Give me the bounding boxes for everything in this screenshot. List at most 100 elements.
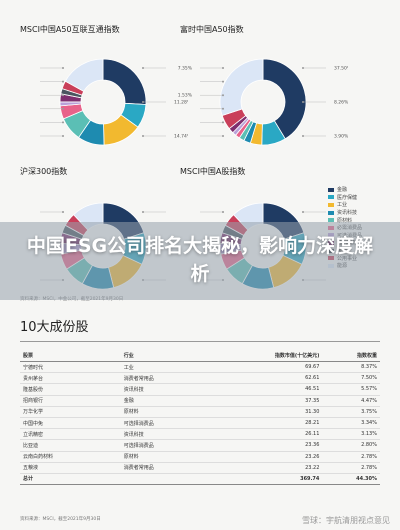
legend-label: 工业: [337, 202, 348, 209]
data-label: 27.35%: [178, 66, 193, 72]
pie-slice: [64, 58, 104, 92]
table-section-title: 10大成份股: [20, 320, 89, 335]
data-label: 37.50%: [334, 66, 348, 72]
leader-dot: [142, 135, 144, 137]
legend-label: 医疗保健: [337, 194, 358, 201]
legend-item: 资讯科技: [328, 209, 362, 217]
donut-chart: 11.28% 14.74%: [40, 58, 188, 146]
cell-sector: 工业: [120, 361, 265, 374]
cell-sector: 资讯科技: [120, 383, 265, 396]
total-cell: [120, 473, 265, 486]
cell-weight: 3.75%: [322, 406, 380, 418]
constituents-table: 股票 行业 指数市值(十亿美元) 指数权重 宁德时代 工业 69.67 8.37% 贵州…: [20, 350, 380, 486]
pie-slice: [262, 58, 307, 140]
header-weight: 指数权重: [322, 350, 380, 362]
cell-weight: 2.78%: [322, 451, 380, 463]
chart-title: 富时中国A50指数: [180, 25, 244, 34]
cell-stock: 比亚迪: [20, 439, 121, 452]
leader-dot: [302, 67, 304, 69]
chart-title: MSCI中国A股指数: [180, 167, 246, 176]
cell-market-cap: 23.22: [264, 462, 323, 474]
header-sector: 行业: [120, 350, 265, 362]
cell-stock: 宁德时代: [20, 361, 121, 374]
chart-title: 沪深300指数: [20, 167, 68, 176]
legend-label: 资讯科技: [337, 210, 358, 217]
leader-dot: [302, 135, 304, 137]
cell-market-cap: 28.21: [264, 417, 323, 430]
chart-panel-0: MSCI中国A50互联互通指数 11.28% 14.74%: [18, 14, 188, 164]
cell-market-cap: 37.35: [264, 395, 323, 407]
leader-dot: [222, 94, 224, 97]
cell-stock: 招商银行: [20, 395, 121, 407]
cell-weight: 2.80%: [322, 439, 380, 452]
leader-dot: [62, 211, 64, 213]
cell-market-cap: 62.61: [264, 372, 323, 385]
total-cell: 44.30%: [322, 473, 380, 486]
leader-dot: [222, 211, 224, 213]
table-row: 宁德时代 工业 69.67 8.37%: [20, 361, 380, 374]
donut-chart: 27.35% 1.53% 37.50% 8.26% 3.90%: [178, 58, 348, 146]
cell-sector: 资讯科技: [120, 428, 265, 441]
cell-stock: 万华化学: [20, 406, 121, 418]
leader-dot: [62, 107, 64, 110]
cell-stock: 立讯精密: [20, 428, 121, 441]
total-cell: 总计: [20, 473, 121, 486]
leader-dot: [222, 80, 224, 83]
table-row: 招商银行 金融 37.35 4.47%: [20, 395, 380, 407]
cell-stock: 中国中免: [20, 417, 121, 430]
leader-dot: [302, 211, 304, 213]
cell-stock: 云南白药材料: [20, 451, 121, 463]
cell-market-cap: 69.67: [264, 361, 323, 374]
leader-dot: [222, 121, 224, 124]
pie-slice: [219, 58, 264, 117]
table-row: 五粮液 消费者常用品 23.22 2.78%: [20, 462, 380, 474]
leader-dot: [62, 80, 64, 83]
cell-market-cap: 46.51: [264, 383, 323, 396]
source-note-bottom: 资料来源：MSCI，截至2021年9月30日: [20, 517, 101, 522]
cell-sector: 可选择消费品: [120, 417, 265, 430]
leader-dot: [222, 135, 224, 137]
table-row: 中国中免 可选择消费品 28.21 3.34%: [20, 417, 380, 430]
legend-swatch: [328, 218, 334, 223]
leader-dot: [62, 135, 64, 137]
legend-label: 金融: [337, 187, 348, 194]
legend-item: 医疗保健: [328, 194, 362, 202]
legend-item: 工业: [328, 201, 362, 209]
leader-dot: [222, 107, 224, 110]
pie-slice: [102, 58, 147, 105]
divider: [20, 341, 380, 342]
leader-dot: [62, 94, 64, 97]
cell-sector: 消费者常用品: [120, 372, 265, 385]
title-banner: [0, 222, 400, 300]
data-label: 14.74%: [174, 134, 188, 140]
cell-stock: 贵州茅台: [20, 372, 121, 385]
table-row: 云南白药材料 原材料 23.26 2.78%: [20, 451, 380, 463]
legend-label: 原材料: [337, 217, 353, 224]
cell-sector: 可选择消费品: [120, 439, 265, 452]
cell-stock: 五粮液: [20, 462, 121, 474]
cell-sector: 原材料: [120, 451, 265, 463]
legend-swatch: [328, 210, 334, 215]
leader-dot: [142, 211, 144, 213]
table-row: 立讯精密 资讯科技 26.11 3.13%: [20, 428, 380, 441]
cell-weight: 4.47%: [322, 395, 380, 407]
legend-swatch: [328, 187, 334, 192]
cell-weight: 2.78%: [322, 462, 380, 474]
header-stock: 股票: [20, 350, 121, 362]
data-label: 3.90%: [334, 134, 348, 140]
cell-sector: 原材料: [120, 406, 265, 418]
table-header-row: 股票 行业 指数市值(十亿美元) 指数权重: [20, 350, 380, 362]
data-label: 1.53%: [178, 93, 193, 99]
table-row: 隆基股份 资讯科技 46.51 5.57%: [20, 383, 380, 396]
cell-sector: 消费者常用品: [120, 462, 265, 474]
table-row: 比亚迪 可选择消费品 23.36 2.80%: [20, 439, 380, 452]
legend-item: 金融: [328, 186, 362, 194]
cell-weight: 7.50%: [322, 372, 380, 385]
table-total-row: 总计 369.74 44.30%: [20, 473, 380, 486]
cell-weight: 8.37%: [322, 361, 380, 374]
leader-dot: [222, 67, 224, 69]
cell-market-cap: 31.30: [264, 406, 323, 418]
cell-weight: 5.57%: [322, 383, 380, 396]
cell-weight: 3.34%: [322, 417, 380, 430]
data-label: 8.26%: [334, 100, 348, 106]
